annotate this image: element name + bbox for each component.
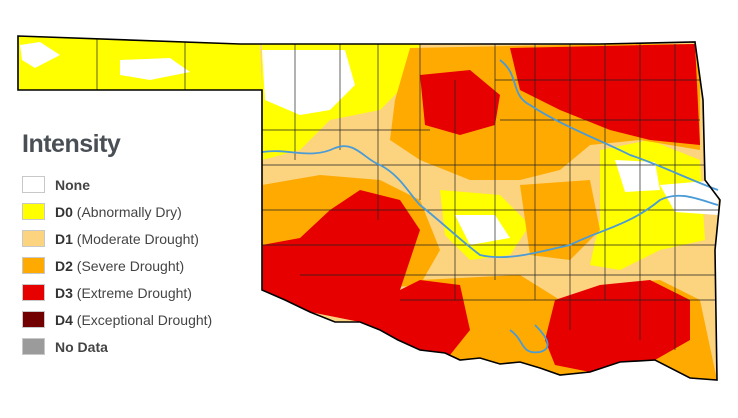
legend-item: D0 (Abnormally Dry) <box>22 198 252 225</box>
legend-code: D2 <box>55 257 73 274</box>
region-d3-southwest <box>262 190 470 355</box>
rivers <box>261 59 719 354</box>
region-none-panhandle-b <box>120 58 190 80</box>
legend-label: D2 (Severe Drought) <box>55 258 184 274</box>
region-none-central <box>455 215 510 245</box>
region-d3-north-central <box>420 70 500 135</box>
legend-item: No Data <box>22 333 252 360</box>
legend-swatch <box>22 176 45 193</box>
legend: Intensity None D0 (Abnormally Dry) D1 (Mod… <box>22 130 252 360</box>
legend-swatch <box>22 311 45 328</box>
legend-desc: None <box>55 176 90 193</box>
legend-desc: No Data <box>55 338 108 355</box>
legend-code: D3 <box>55 284 73 301</box>
legend-label: D4 (Exceptional Drought) <box>55 312 212 328</box>
legend-swatch <box>22 338 45 355</box>
legend-swatch <box>22 230 45 247</box>
region-none-northwest <box>262 50 355 115</box>
legend-item: D2 (Severe Drought) <box>22 252 252 279</box>
county-lines <box>96 36 720 350</box>
legend-desc: (Abnormally Dry) <box>76 203 182 220</box>
legend-item: D1 (Moderate Drought) <box>22 225 252 252</box>
legend-swatch <box>22 284 45 301</box>
river-canadian <box>261 145 719 259</box>
legend-code: D4 <box>55 311 73 328</box>
legend-desc: (Extreme Drought) <box>76 284 192 301</box>
legend-label: D3 (Extreme Drought) <box>55 285 192 301</box>
legend-code: D1 <box>55 230 73 247</box>
river-arkansas <box>499 59 719 191</box>
legend-title: Intensity <box>22 130 121 158</box>
legend-label: D1 (Moderate Drought) <box>55 231 199 247</box>
lake-texoma <box>509 324 549 354</box>
region-none-east-a <box>615 160 660 192</box>
legend-label: No Data <box>55 339 108 355</box>
legend-code: D0 <box>55 203 73 220</box>
legend-desc: (Moderate Drought) <box>76 230 199 247</box>
state-outline <box>17 35 721 381</box>
legend-item: D4 (Exceptional Drought) <box>22 306 252 333</box>
legend-desc: (Severe Drought) <box>76 257 185 274</box>
legend-label: None <box>55 177 90 193</box>
legend-swatch <box>22 203 45 220</box>
region-d3-southeast <box>545 280 690 372</box>
legend-label: D0 (Abnormally Dry) <box>55 204 182 220</box>
legend-items: None D0 (Abnormally Dry) D1 (Moderate Drou… <box>22 171 252 360</box>
legend-swatch <box>22 257 45 274</box>
legend-item: None <box>22 171 252 198</box>
legend-item: D3 (Extreme Drought) <box>22 279 252 306</box>
legend-desc: (Exceptional Drought) <box>76 311 213 328</box>
region-none-panhandle-a <box>20 42 60 68</box>
